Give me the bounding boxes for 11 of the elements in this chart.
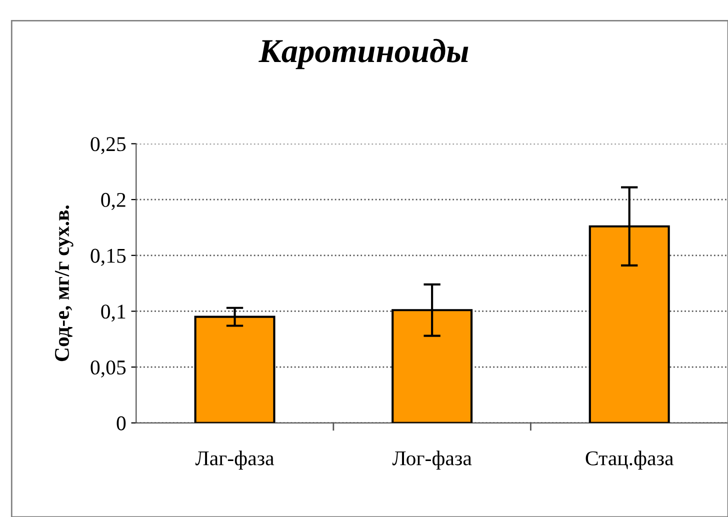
x-tick-label: Лог-фаза xyxy=(392,450,472,470)
y-tick-label: 0,2 xyxy=(101,192,126,210)
chart-title: Каротиноиды xyxy=(258,38,468,70)
y-tick-label: 0,05 xyxy=(90,360,126,378)
y-tick-label: 0,1 xyxy=(101,304,126,322)
y-tick-label: 0,25 xyxy=(90,137,126,154)
x-tick-label: Стац.фаза xyxy=(586,450,674,470)
y-tick-label: 0 xyxy=(116,416,126,430)
x-tick-label: Лаг-фаза xyxy=(195,450,274,470)
y-axis-title: Сод-е, мг/г сух.в. xyxy=(55,205,74,362)
y-tick-label: 0,15 xyxy=(90,248,126,266)
